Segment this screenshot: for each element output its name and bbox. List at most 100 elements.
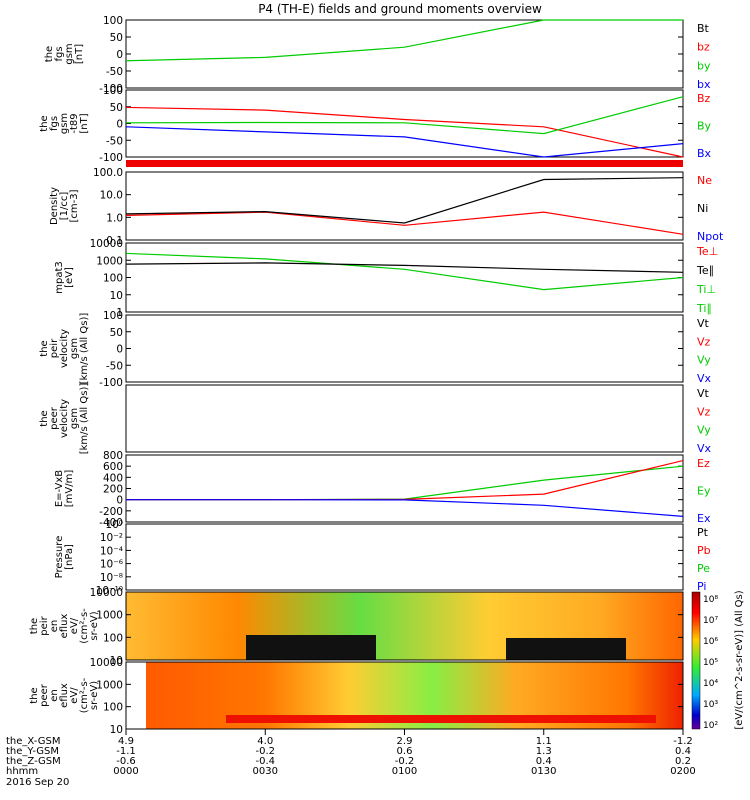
y-axis-label-line: (cm²-s-: [79, 608, 90, 644]
x-tick-label: -1.1: [116, 746, 136, 757]
legend-entry: Pe: [697, 562, 710, 575]
y-axis-label-line: en: [49, 689, 60, 702]
legend-entry: by: [697, 59, 711, 72]
x-tick-label: 0200: [670, 766, 695, 777]
y-axis-label-line: [eV]: [64, 267, 75, 288]
series-t89-by: [125, 96, 684, 135]
legend-entry: Pt: [697, 526, 709, 539]
x-tick-label: -1.2: [673, 736, 693, 747]
legend-entry: Ez: [697, 457, 710, 470]
y-tick-label: 50: [110, 32, 123, 44]
y-axis-label-line: -t89: [69, 113, 80, 133]
legend-entry: Vy: [697, 424, 711, 437]
colorbar-tick: 10²: [703, 721, 718, 731]
legend-entry: Pi: [697, 580, 706, 593]
legend-entry: Vt: [697, 387, 710, 400]
panel-frame: [125, 454, 684, 523]
y-tick-label: -100: [99, 152, 123, 164]
y-tick-label: 10: [110, 724, 123, 736]
y-axis-label-line: mpat3: [54, 261, 65, 294]
x-tick-label: 0030: [253, 766, 278, 777]
panel-density: 100.0 10.0 1.0 0.1 Density [1/cc] [cm-3] Ne Ni Np…: [49, 167, 724, 247]
y-axis-label-line: velocity: [59, 399, 70, 438]
y-tick-label: -400: [99, 517, 123, 529]
panel-fgs_gsm: 100 50 0 -50 -100 the fgs gsm [nT] Bt bz by bx: [44, 15, 711, 95]
legend-entry: Ti∥: [696, 302, 712, 315]
y-tick-label: 0.1: [106, 235, 123, 247]
legend-entry: Bz: [697, 92, 711, 105]
series-ez: [126, 460, 684, 501]
y-axis-label-line: (cm²-s-: [79, 677, 90, 713]
x-row-label: 2016 Sep 20: [6, 777, 69, 788]
y-axis-label-line: peir: [39, 615, 50, 635]
y-axis-label-line: [nT]: [74, 44, 85, 64]
series-ti-perp: [125, 252, 684, 291]
colorbar-tick: 10⁴: [703, 679, 718, 689]
y-axis-label-line: [km/s (All Qs)]: [79, 313, 90, 385]
legend-entry: Vt: [697, 317, 710, 330]
y-tick-label: 100: [103, 273, 123, 285]
y-axis-label-line: sr-eV): [89, 681, 100, 710]
legend-entry: Pb: [697, 544, 711, 557]
y-tick-label: 10000: [90, 657, 123, 669]
x-tick-label: 1.1: [536, 736, 552, 747]
y-axis-label-line: Pressure: [54, 536, 65, 579]
legend-entry: Npot: [697, 230, 724, 243]
y-axis-label-line: [mV/m]: [64, 470, 75, 508]
chart-title: P4 (TH-E) fields and ground moments over…: [258, 2, 542, 16]
y-tick-label: 100: [103, 702, 123, 714]
legend-entry: Vy: [697, 354, 711, 367]
x-tick-label: 0100: [392, 766, 417, 777]
y-axis-label-line: Density: [49, 187, 60, 225]
y-tick-label: 50: [110, 102, 123, 114]
panel-frame: [125, 523, 684, 591]
panel-frame: [125, 384, 684, 453]
legend-entry: Bx: [697, 147, 712, 160]
colorbar-tick: 10⁸: [703, 595, 718, 605]
panel-frame: [125, 314, 684, 383]
y-tick-label: 200: [103, 484, 123, 496]
y-axis-label-line: fgs: [49, 116, 60, 131]
y-axis-label-line: sr-eV): [89, 611, 100, 640]
y-axis-label-line: the: [39, 340, 50, 356]
x-tick-label: 0.4: [536, 756, 552, 767]
y-axis-label-line: peer: [49, 406, 60, 430]
y-tick-label: -50: [106, 360, 123, 372]
y-tick-label: 100: [103, 310, 123, 322]
x-tick-label: 4.9: [118, 736, 134, 747]
y-tick-label: 1000: [96, 610, 123, 622]
y-axis-label-line: gsm: [69, 408, 80, 429]
y-axis-label: the fgs gsm [nT]: [44, 43, 85, 64]
x-tick-label: 2.9: [397, 736, 413, 747]
y-tick-label: 100: [103, 15, 123, 27]
y-tick-label: 10000: [90, 238, 123, 250]
y-axis-label-line: the: [39, 410, 50, 426]
y-tick-label: 1000: [96, 255, 123, 267]
colorbar-tick: 10⁷: [703, 616, 718, 626]
x-tick-label: 0130: [531, 766, 556, 777]
y-axis-label-line: [cm-3]: [69, 189, 80, 222]
colorbar-tick: 10⁶: [703, 637, 718, 647]
x-tick-label: 0.4: [675, 746, 691, 757]
y-tick-label: -50: [106, 135, 123, 147]
legend-entry: bz: [697, 41, 710, 54]
y-tick-label: 10⁻¹⁰: [96, 585, 123, 597]
legend-entry: bx: [697, 78, 711, 91]
x-tick-label: 1.3: [536, 746, 552, 757]
x-tick-label: 0.6: [397, 746, 413, 757]
x-tick-label: -0.2: [395, 756, 415, 767]
legend-entry: Te∥: [696, 264, 714, 277]
y-axis-label-line: [1/cc]: [59, 192, 70, 221]
y-axis-label: the peer velocity gsm [km/s (All Qs)]: [39, 383, 90, 455]
y-tick-label: 0: [116, 495, 123, 507]
x-tick-label: 0000: [113, 766, 138, 777]
y-axis-label: the peir velocity gsm [km/s (All Qs)]: [39, 313, 90, 385]
y-axis-label-line: eV/: [69, 617, 80, 634]
y-tick-label: -200: [99, 506, 123, 518]
y-tick-label: 600: [103, 461, 123, 473]
panel-frame: [125, 171, 684, 241]
legend-entry: Vz: [697, 405, 711, 418]
y-axis-label-line: peer: [39, 683, 50, 707]
